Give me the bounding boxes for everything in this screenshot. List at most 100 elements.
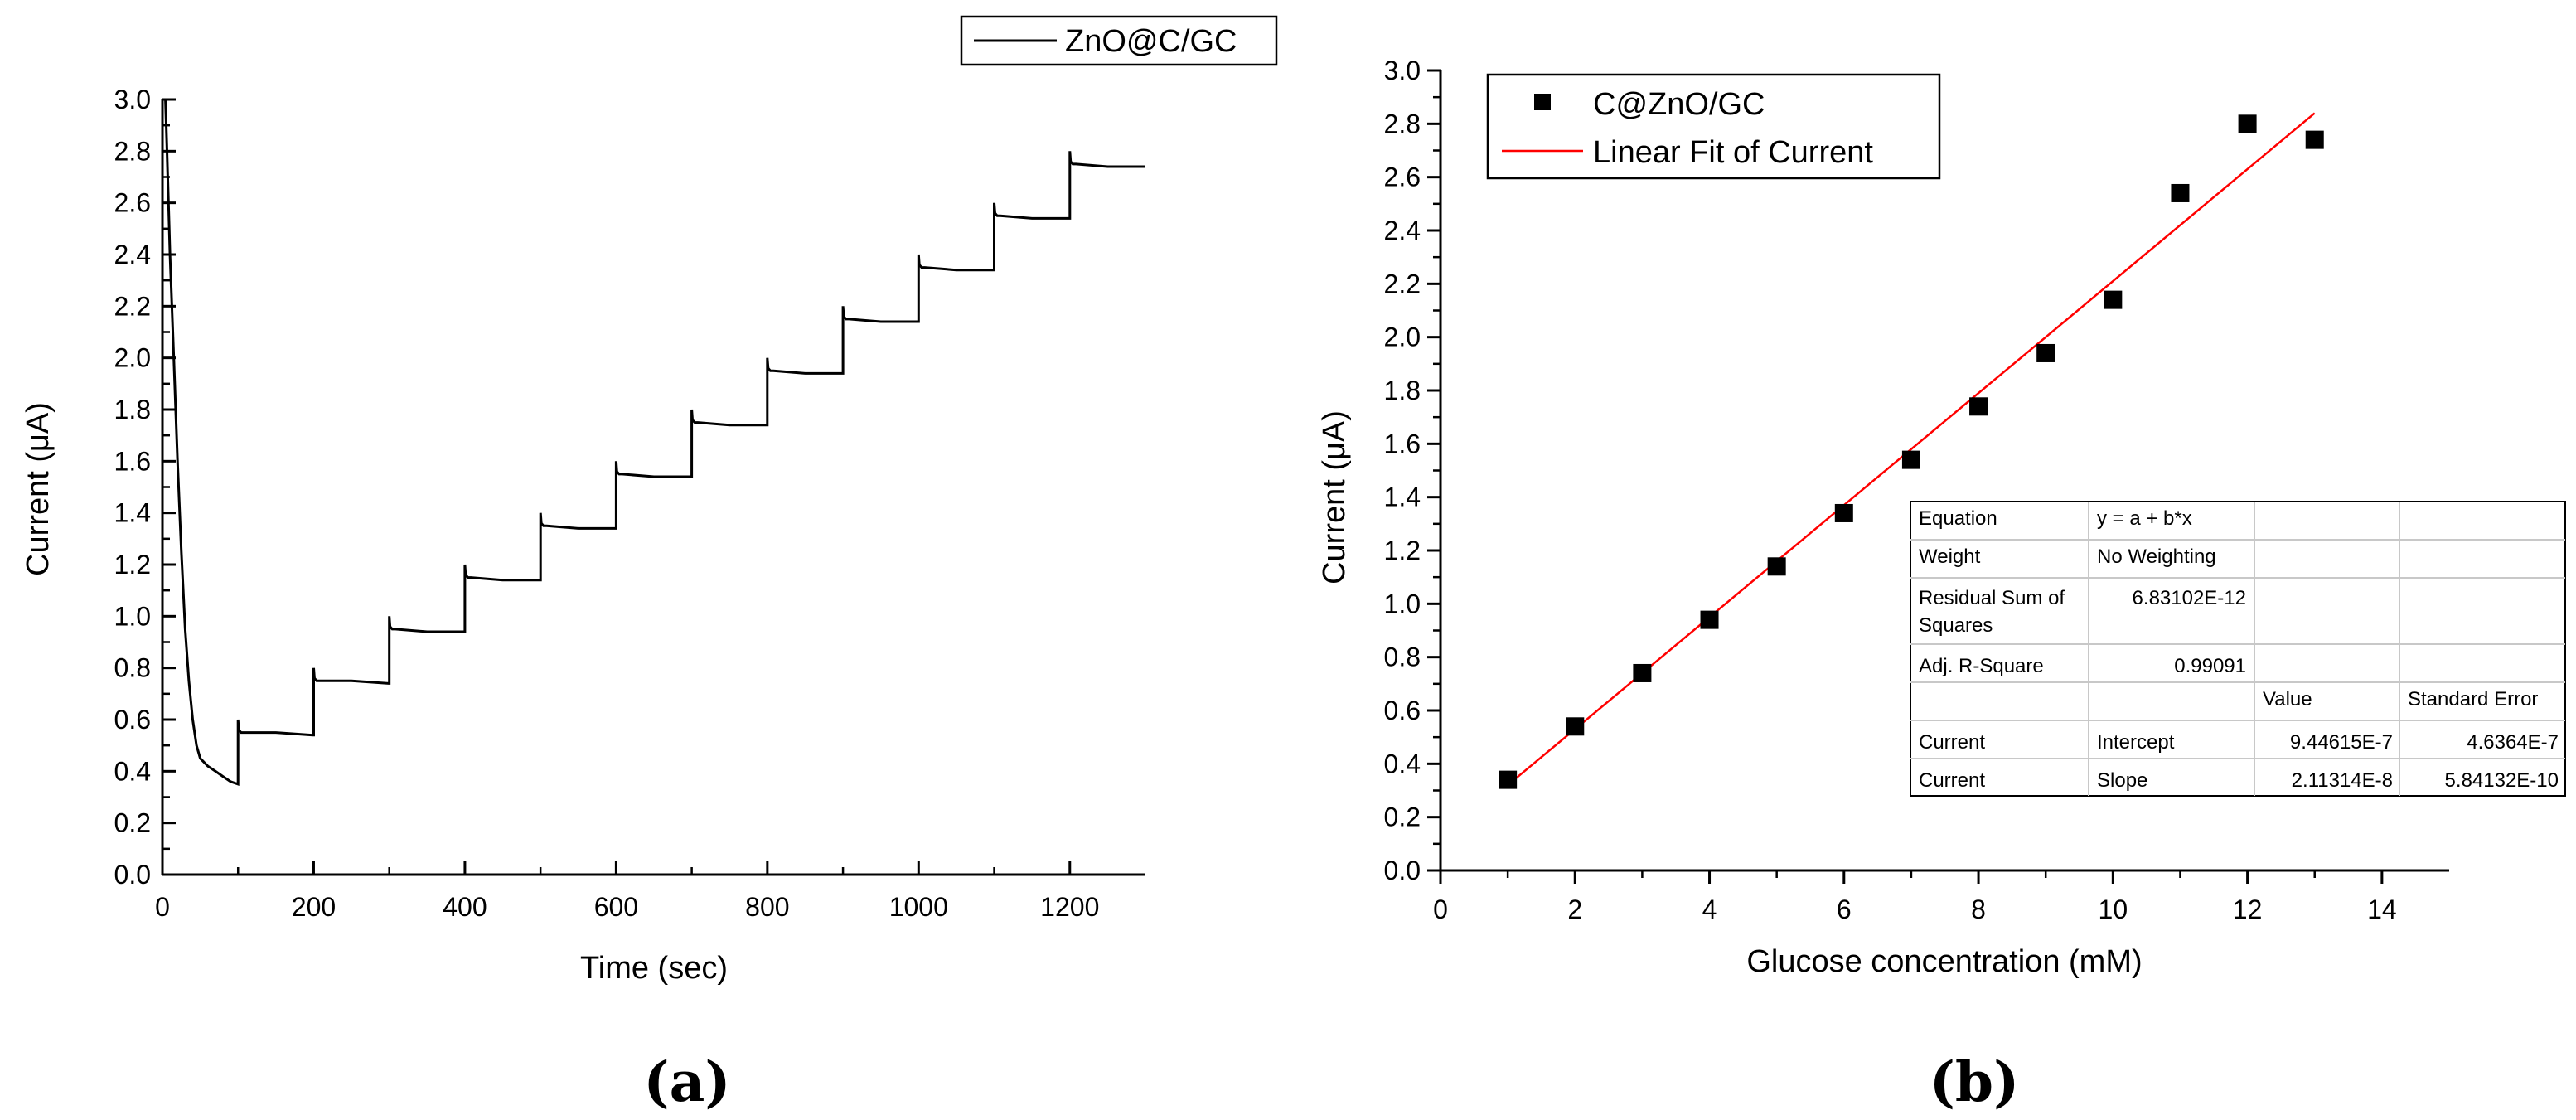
- chart-b-y-tick-label: 1.2: [1384, 536, 1421, 565]
- chart-a-y-tick-label: 1.2: [114, 550, 151, 579]
- chart-a-y-tick-label: 0.8: [114, 653, 151, 683]
- chart-b-y-tick-label: 0.0: [1384, 856, 1421, 885]
- chart-a-y-tick-label: 1.0: [114, 601, 151, 631]
- chart-b-x-axis-label: Glucose concentration (mM): [1746, 944, 2142, 979]
- chart-a-y-tick-label: 1.8: [114, 395, 151, 424]
- panel-label-b: (b): [1930, 1050, 2020, 1114]
- chart-b-legend-marker-swatch: [1534, 94, 1551, 110]
- chart-a-y-tick-label: 2.4: [114, 240, 151, 269]
- chart-a-y-tick-label: 2.6: [114, 188, 151, 218]
- chart-b-data-point: [1901, 450, 1920, 469]
- chart-a-y-tick-label: 0.0: [114, 860, 151, 890]
- chart-b-legend: C@ZnO/GC Linear Fit of Current: [1486, 73, 1941, 180]
- chart-a-x-ticks: 0 200 400 600 800 1000 1200: [155, 861, 1099, 922]
- chart-b-y-tick-label: 1.0: [1384, 589, 1421, 618]
- fit-table-cell: 4.6364E-7: [2467, 731, 2559, 754]
- chart-a-x-axis-label: Time (sec): [580, 951, 728, 986]
- chart-b-data-point: [1969, 397, 1988, 416]
- chart-b: 0 2 4 6 8 10 12 14 0.0 0.2 0.4 0.6 0.8 1.0 1.2 1.4 1.6 1…: [1317, 56, 2566, 1114]
- chart-b-x-tick-label: 0: [1433, 895, 1448, 924]
- fit-table-cell: 2.11314E-8: [2292, 769, 2393, 792]
- chart-b-legend-label-points: C@ZnO/GC: [1593, 87, 1765, 122]
- chart-b-x-tick-label: 2: [1567, 895, 1582, 924]
- fit-table-cell: No Weighting: [2097, 545, 2216, 568]
- fit-table-cell: Value: [2263, 688, 2312, 710]
- chart-b-data-point: [2104, 290, 2123, 309]
- chart-a-x-tick-label: 600: [594, 892, 638, 922]
- chart-b-data-point: [1700, 610, 1719, 629]
- chart-b-y-tick-label: 0.4: [1384, 749, 1421, 778]
- chart-b-data-point: [2171, 183, 2190, 202]
- fit-table-cell: Current: [1919, 769, 1985, 792]
- chart-a: 0 200 400 600 800 1000 1200 0.0 0.2 0.4 0.6 0.8 1.0…: [21, 15, 1278, 1114]
- chart-a-x-tick-label: 400: [443, 892, 487, 922]
- chart-a-legend: ZnO@C/GC: [960, 15, 1278, 66]
- chart-a-y-tick-label: 1.4: [114, 498, 151, 528]
- chart-a-x-tick-label: 200: [292, 892, 336, 922]
- chart-b-data-point: [1499, 770, 1518, 789]
- fit-table-cell: 0.99091: [2174, 655, 2246, 677]
- chart-a-y-tick-label: 2.2: [114, 291, 151, 321]
- chart-a-series-line: [163, 98, 1145, 786]
- chart-a-legend-label: ZnO@C/GC: [1065, 24, 1237, 59]
- fit-table-cell: Standard Error: [2408, 688, 2538, 710]
- fit-results-table: Equation y = a + b*x Weight No Weighting Res…: [1910, 501, 2566, 797]
- chart-b-y-tick-label: 3.0: [1384, 56, 1421, 85]
- chart-b-y-ticks: 0.0 0.2 0.4 0.6 0.8 1.0 1.2 1.4 1.6 1.8 2.0 2.2 2.4 2…: [1384, 56, 1441, 885]
- fit-table-cell: 5.84132E-10: [2445, 769, 2559, 792]
- panel-label-a: (a): [643, 1050, 730, 1114]
- chart-a-x-tick-label: 1000: [889, 892, 948, 922]
- chart-b-y-tick-label: 2.6: [1384, 162, 1421, 192]
- chart-a-y-tick-label: 2.8: [114, 136, 151, 166]
- chart-b-y-tick-label: 1.8: [1384, 376, 1421, 405]
- chart-b-data-point: [1566, 717, 1585, 736]
- fit-table-cell: Weight: [1919, 545, 1981, 568]
- chart-b-data-point: [2305, 130, 2324, 149]
- chart-b-x-tick-label: 6: [1837, 895, 1852, 924]
- chart-b-x-ticks: 0 2 4 6 8 10 12 14: [1433, 870, 2397, 924]
- chart-b-points: [1499, 114, 2324, 789]
- chart-a-y-tick-label: 0.4: [114, 756, 151, 786]
- fit-table-cell: Intercept: [2097, 731, 2175, 754]
- chart-a-y-tick-label: 2.0: [114, 343, 151, 373]
- chart-b-legend-label-fit: Linear Fit of Current: [1593, 135, 1873, 170]
- fit-table-cell: Adj. R-Square: [1919, 655, 2044, 677]
- chart-b-x-tick-label: 8: [1971, 895, 1986, 924]
- chart-a-x-tick-label: 1200: [1040, 892, 1099, 922]
- chart-b-data-point: [1834, 503, 1853, 522]
- chart-b-y-axis-label: Current (μA): [1317, 410, 1352, 584]
- chart-b-y-tick-label: 2.4: [1384, 216, 1421, 245]
- chart-a-y-tick-label: 0.2: [114, 808, 151, 838]
- chart-a-y-ticks: 0.0 0.2 0.4 0.6 0.8 1.0 1.2 1.4 1.6 1.8 2.0 2.2 2.4 2…: [114, 85, 176, 890]
- fit-table-cell: Equation: [1919, 507, 1997, 530]
- fit-table-cell: Squares: [1919, 614, 1993, 637]
- chart-a-y-tick-label: 3.0: [114, 85, 151, 114]
- chart-a-y-tick-label: 0.6: [114, 705, 151, 735]
- chart-b-x-tick-label: 12: [2233, 895, 2263, 924]
- chart-b-y-tick-label: 2.8: [1384, 109, 1421, 138]
- chart-b-y-tick-label: 0.8: [1384, 642, 1421, 672]
- chart-a-y-tick-label: 1.6: [114, 446, 151, 476]
- chart-b-y-tick-label: 1.6: [1384, 429, 1421, 458]
- fit-table-cell: 6.83102E-12: [2133, 587, 2246, 609]
- chart-a-x-tick-label: 0: [155, 892, 170, 922]
- chart-b-data-point: [2238, 114, 2257, 133]
- fit-table-cell: 9.44615E-7: [2290, 731, 2393, 754]
- fit-table-cell: Current: [1919, 731, 1985, 754]
- chart-b-y-tick-label: 2.0: [1384, 322, 1421, 352]
- chart-b-x-tick-label: 4: [1702, 895, 1717, 924]
- chart-a-y-axis-label: Current (μA): [21, 402, 56, 576]
- fit-table-cell: Slope: [2097, 769, 2147, 792]
- chart-a-x-tick-label: 800: [745, 892, 789, 922]
- chart-b-y-tick-label: 0.6: [1384, 696, 1421, 725]
- chart-b-data-point: [1633, 663, 1652, 682]
- chart-b-data-point: [1767, 557, 1786, 576]
- chart-b-x-tick-label: 14: [2367, 895, 2397, 924]
- chart-b-y-tick-label: 2.2: [1384, 269, 1421, 298]
- chart-b-y-tick-label: 1.4: [1384, 482, 1421, 512]
- chart-b-y-tick-label: 0.2: [1384, 802, 1421, 832]
- chart-b-x-tick-label: 10: [2099, 895, 2128, 924]
- fit-table-cell: y = a + b*x: [2097, 507, 2192, 530]
- fit-table-cell: Residual Sum of: [1919, 587, 2065, 609]
